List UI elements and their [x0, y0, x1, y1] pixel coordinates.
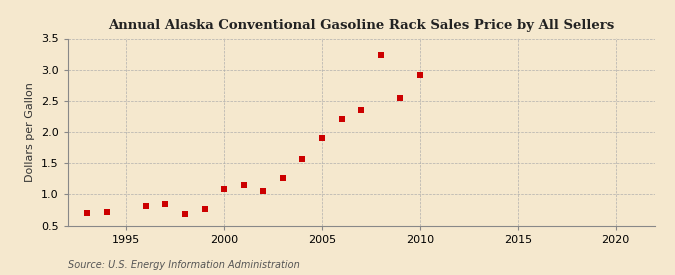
Point	[101, 210, 112, 214]
Point	[297, 156, 308, 161]
Point	[356, 108, 367, 112]
Text: Source: U.S. Energy Information Administration: Source: U.S. Energy Information Administ…	[68, 260, 299, 270]
Point	[160, 202, 171, 207]
Point	[82, 211, 92, 215]
Point	[395, 95, 406, 100]
Point	[238, 183, 249, 187]
Point	[317, 135, 327, 140]
Point	[258, 189, 269, 193]
Y-axis label: Dollars per Gallon: Dollars per Gallon	[25, 82, 35, 182]
Point	[219, 187, 230, 192]
Point	[180, 212, 190, 216]
Point	[414, 73, 425, 78]
Point	[277, 175, 288, 180]
Title: Annual Alaska Conventional Gasoline Rack Sales Price by All Sellers: Annual Alaska Conventional Gasoline Rack…	[108, 19, 614, 32]
Point	[140, 203, 151, 208]
Point	[375, 53, 386, 57]
Point	[336, 117, 347, 121]
Point	[199, 207, 210, 211]
